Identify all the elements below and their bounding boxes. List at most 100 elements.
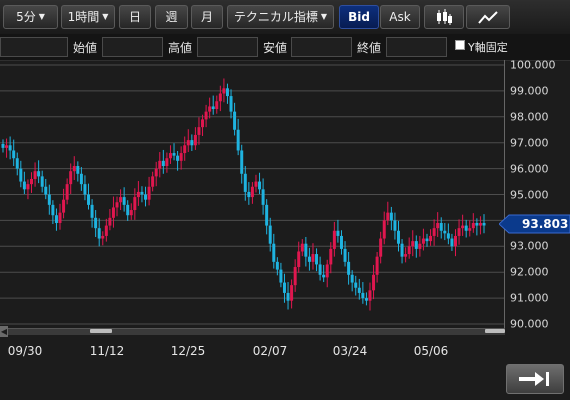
- candle-body: [79, 173, 83, 185]
- y-tick-label: 97.000: [510, 136, 549, 150]
- candle-body: [290, 285, 294, 301]
- candle-body: [279, 269, 283, 283]
- candles: [1, 78, 486, 311]
- candle-body: [225, 88, 229, 97]
- candle-body: [304, 243, 308, 257]
- y-tick-label: 99.000: [510, 84, 549, 98]
- candle-body: [218, 93, 222, 102]
- y-tick-label: 95.000: [510, 188, 549, 201]
- interval-label: 5分: [16, 10, 36, 24]
- chevron-down-icon: ▼: [38, 12, 45, 21]
- candle-body: [47, 194, 51, 205]
- toolbar: 5分 ▼ 1時間 ▼ 日 週 月 テクニカル指標 ▼ Bid Ask: [0, 0, 570, 34]
- candlestick-chart-button[interactable]: [424, 5, 464, 29]
- candle-body: [140, 191, 144, 195]
- candle-body: [297, 251, 301, 268]
- candle-body: [282, 282, 286, 293]
- candle-body: [439, 222, 443, 231]
- y-tick-label: 92.000: [510, 265, 549, 279]
- line-chart-button[interactable]: [466, 5, 510, 29]
- candle-body: [275, 261, 279, 270]
- candle-body: [315, 254, 319, 265]
- candle-body: [193, 134, 197, 146]
- candle-body: [425, 238, 429, 242]
- scrollbar-thumb-end[interactable]: [485, 329, 505, 333]
- low-label: 安値: [263, 41, 288, 55]
- x-tick-label: 03/24: [332, 344, 368, 358]
- high-label: 高値: [168, 41, 193, 55]
- week-button[interactable]: 週: [155, 5, 188, 29]
- x-tick-label: 12/25: [170, 344, 206, 358]
- candle-body: [354, 282, 358, 288]
- candle-body: [33, 171, 37, 179]
- candle-body: [179, 153, 183, 161]
- candle-body: [396, 230, 400, 244]
- candle-body: [325, 264, 329, 278]
- jump-to-latest-button[interactable]: [506, 364, 564, 394]
- period-dropdown[interactable]: 1時間 ▼: [61, 5, 115, 29]
- y-tick-label: 96.000: [510, 162, 549, 176]
- candle-body: [247, 191, 251, 198]
- candle-body: [119, 197, 123, 203]
- x-tick-label: 05/06: [413, 344, 449, 358]
- day-button[interactable]: 日: [119, 5, 151, 29]
- candle-body: [76, 166, 80, 174]
- candle-body: [158, 160, 162, 169]
- close-value: [386, 37, 447, 57]
- candle-body: [19, 168, 23, 182]
- x-tick-label: 09/30: [7, 344, 43, 358]
- candle-body: [357, 287, 361, 293]
- candle-body: [339, 235, 343, 249]
- low-value: [291, 37, 352, 57]
- candle-body: [62, 199, 66, 213]
- scrollbar-thumb[interactable]: [90, 329, 112, 333]
- candle-body: [446, 233, 450, 239]
- candle-body: [58, 212, 62, 223]
- candle-body: [258, 181, 262, 190]
- candle-body: [97, 228, 101, 239]
- candle-body: [418, 243, 422, 249]
- horizontal-scrollbar[interactable]: [0, 328, 505, 335]
- candle-body: [261, 189, 265, 205]
- candle-body: [404, 254, 408, 257]
- candle-body: [12, 150, 16, 159]
- candle-body: [154, 168, 158, 177]
- candle-body: [411, 241, 415, 247]
- candle-body: [190, 140, 194, 146]
- technical-indicator-dropdown[interactable]: テクニカル指標 ▼: [227, 5, 334, 29]
- candle-body: [368, 290, 372, 301]
- candle-body: [136, 191, 140, 198]
- candle-body: [133, 197, 137, 211]
- candle-body: [475, 222, 479, 226]
- candle-body: [240, 150, 244, 174]
- candle-body: [464, 225, 468, 231]
- candle-body: [400, 243, 404, 257]
- high-value: [197, 37, 258, 57]
- technical-label: テクニカル指標: [233, 10, 318, 24]
- date-field: [0, 37, 68, 57]
- candle-body: [129, 210, 133, 216]
- interval-dropdown[interactable]: 5分 ▼: [3, 5, 58, 29]
- month-button[interactable]: 月: [191, 5, 223, 29]
- price-chart[interactable]: [0, 60, 505, 328]
- scroll-left-arrow-icon[interactable]: ◀: [0, 326, 8, 337]
- candle-body: [65, 184, 69, 200]
- candle-body: [144, 194, 148, 200]
- candle-body: [332, 230, 336, 249]
- candle-body: [5, 145, 9, 148]
- candle-body: [215, 101, 219, 110]
- candle-body: [69, 171, 73, 185]
- x-tick-label: 11/12: [89, 344, 125, 358]
- candle-body: [111, 207, 115, 218]
- ask-button[interactable]: Ask: [380, 5, 420, 29]
- candle-body: [268, 225, 272, 244]
- candle-body: [478, 222, 482, 226]
- candle-body: [393, 220, 397, 231]
- candle-body: [22, 181, 26, 190]
- candle-body: [329, 248, 333, 265]
- candle-body: [101, 235, 105, 239]
- y-axis-fixed-checkbox[interactable]: [455, 40, 465, 50]
- candle-body: [87, 194, 91, 205]
- candle-body: [432, 228, 436, 236]
- bid-button[interactable]: Bid: [339, 5, 379, 29]
